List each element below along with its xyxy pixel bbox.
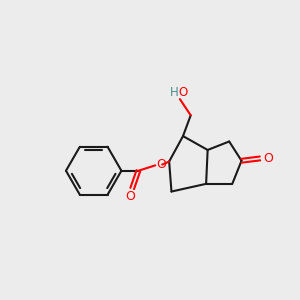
Text: O: O: [157, 158, 166, 171]
Text: O: O: [263, 152, 273, 165]
Text: H: H: [169, 86, 178, 99]
Text: O: O: [178, 86, 188, 99]
Text: O: O: [126, 190, 136, 203]
